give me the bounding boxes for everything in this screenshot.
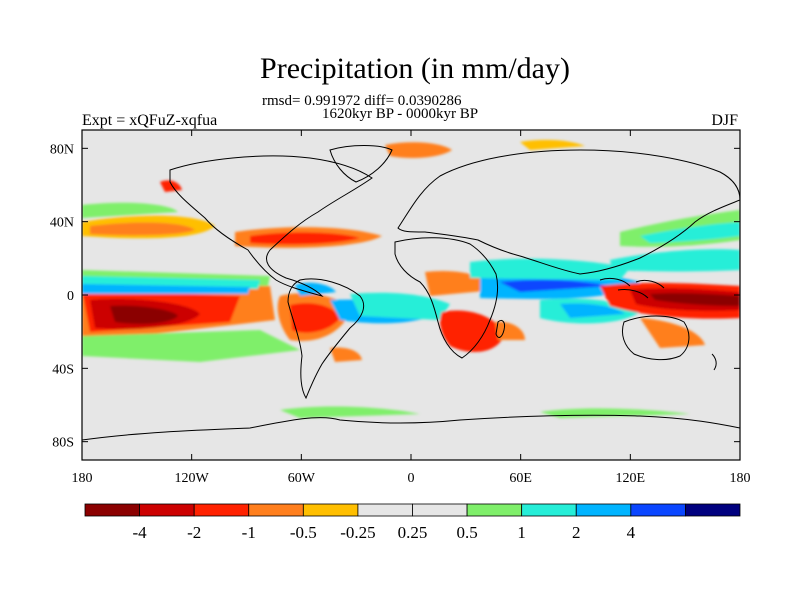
- coastline-africa: [394, 237, 499, 359]
- coastline-antarctica: [82, 414, 740, 441]
- colorbar-label: -2: [187, 523, 201, 542]
- x-tick-label: 0: [408, 471, 415, 486]
- colorbar-box: [685, 503, 741, 517]
- anomaly-patch: [295, 282, 336, 296]
- colorbar-label: 2: [572, 523, 581, 542]
- x-tick-label: 180: [730, 471, 751, 486]
- coastline-madagascar: [495, 319, 505, 338]
- colorbar-label: 4: [627, 523, 636, 542]
- colorbar-box: [248, 503, 304, 517]
- anomaly-patch: [385, 142, 452, 158]
- colorbar-label: 0.5: [456, 523, 477, 542]
- anomaly-patch: [82, 330, 300, 362]
- anomaly-patch: [495, 321, 525, 340]
- anomaly-patch: [90, 222, 195, 236]
- x-tick-label: 60W: [288, 471, 316, 486]
- x-tick-label: 120W: [175, 471, 210, 486]
- anomaly-patch: [470, 258, 630, 280]
- colorbar-box: [84, 503, 140, 517]
- colorbar-label: -0.25: [340, 523, 375, 542]
- stats-subtitle: rmsd= 0.991972 diff= 0.0390286: [262, 93, 462, 109]
- coastline-australia: [621, 315, 690, 361]
- colorbar-box: [630, 503, 686, 517]
- colorbar-label: -1: [242, 523, 256, 542]
- colorbar: -4 -2 -1 -0.5 -0.25 0.25 0.5 1 2 4: [84, 503, 741, 542]
- x-tick-label: 180: [72, 471, 93, 486]
- anomaly-patch: [440, 310, 504, 352]
- colorbar-box: [412, 503, 468, 517]
- anomaly-patch: [520, 139, 585, 150]
- anomaly-patch: [650, 293, 740, 306]
- anomaly-patch: [290, 303, 340, 333]
- y-tick-label: 0: [67, 289, 74, 304]
- colorbar-box: [357, 503, 413, 517]
- colorbar-box: [466, 503, 523, 517]
- anomaly-patch: [110, 305, 178, 324]
- anomaly-patch: [250, 232, 360, 245]
- colorbar-box: [139, 503, 195, 517]
- colorbar-label: 0.25: [398, 523, 428, 542]
- colorbar-box: [521, 503, 577, 517]
- anomaly-patch: [330, 347, 362, 362]
- coastline-eurasia: [397, 149, 740, 275]
- y-tick-label: 40S: [52, 362, 74, 377]
- anomaly-patch: [500, 279, 610, 292]
- axis-ticks: 180 120W 60W 0 60E 120E 180 80N 40N 0 40S 80S: [50, 130, 751, 486]
- y-tick-label: 80S: [52, 436, 74, 451]
- colorbar-label: -0.5: [290, 523, 317, 542]
- x-tick-label: 120E: [616, 471, 646, 486]
- anomaly-patch: [610, 249, 740, 272]
- period-subtitle: 1620kyr BP - 0000kyr BP: [322, 106, 479, 122]
- anomaly-patch: [640, 222, 740, 243]
- anomaly-patch: [82, 202, 178, 218]
- colorbar-box: [575, 503, 632, 517]
- anomaly-patch: [82, 284, 250, 294]
- colorbar-box: [302, 503, 359, 517]
- chart-title: Precipitation (in mm/day): [260, 52, 570, 85]
- anomaly-patch: [160, 180, 182, 192]
- colorbar-label: -4: [132, 523, 147, 542]
- experiment-label: Expt = xQFuZ-xqfua: [82, 112, 218, 129]
- anomaly-field: [82, 139, 740, 418]
- coastline-greenland: [329, 145, 393, 183]
- colorbar-label: 1: [517, 523, 526, 542]
- y-tick-label: 40N: [50, 216, 74, 231]
- y-tick-label: 80N: [50, 142, 74, 157]
- anomaly-patch: [350, 292, 450, 320]
- coastline-south-america: [287, 278, 365, 400]
- coastline-new-zealand: [711, 353, 717, 371]
- season-label: DJF: [711, 112, 738, 129]
- anomaly-patch: [560, 303, 625, 318]
- coastline-north-america: [169, 155, 373, 297]
- colorbar-box: [193, 503, 250, 517]
- x-tick-label: 60E: [509, 471, 532, 486]
- anomaly-patch: [280, 406, 420, 418]
- coastlines: [82, 145, 740, 441]
- coastline-maritime-continent: [599, 277, 665, 299]
